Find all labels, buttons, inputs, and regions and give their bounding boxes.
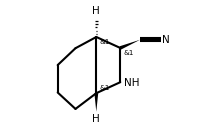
Text: N: N <box>162 35 170 45</box>
Text: NH: NH <box>124 78 139 88</box>
Text: &1: &1 <box>99 39 110 45</box>
Text: H: H <box>92 6 100 16</box>
Text: H: H <box>92 114 100 124</box>
Text: &1: &1 <box>99 85 110 91</box>
Text: &1: &1 <box>123 50 133 56</box>
Polygon shape <box>120 40 140 50</box>
Polygon shape <box>94 93 98 112</box>
